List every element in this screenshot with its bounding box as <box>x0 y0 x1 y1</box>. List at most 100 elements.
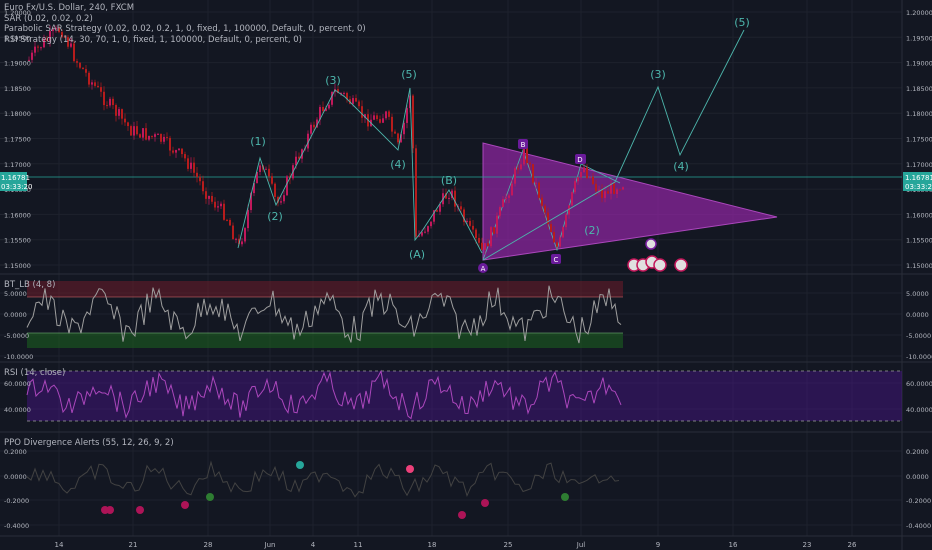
time-tick-label: 16 <box>729 541 738 549</box>
triangle-pattern[interactable] <box>482 142 778 261</box>
pane-tick-left: 0.0000 <box>4 311 27 319</box>
pane-tick-left: 5.0000 <box>4 290 27 298</box>
event-marker[interactable] <box>653 258 667 272</box>
main-legend[interactable]: Euro Fx/U.S. Dollar, 240, FXCM SAR (0.02… <box>4 3 366 45</box>
pane-tick-right: -0.2000 <box>906 497 931 505</box>
ppo-divergence-dot <box>458 511 466 519</box>
price-tick-left: 1.15500 <box>4 237 31 245</box>
wave-label: (1) <box>250 135 266 148</box>
wave-label: (5) <box>401 68 417 81</box>
ppo-legend[interactable]: PPO Divergence Alerts (55, 12, 26, 9, 2) <box>4 438 174 448</box>
pane-tick-right: -10.0000 <box>906 353 932 361</box>
bt-lb-line[interactable] <box>26 285 622 344</box>
pane-tick-right: 0.0000 <box>906 473 929 481</box>
time-tick-label: 11 <box>354 541 363 549</box>
sar-legend[interactable]: SAR (0.02, 0.02, 0.2) <box>4 13 93 24</box>
bt-lb-legend[interactable]: BT_LB (4, 8) <box>4 280 56 290</box>
pattern-label-b[interactable]: B <box>518 139 528 149</box>
wave-label: (2) <box>267 210 283 223</box>
price-axes[interactable]: 14 21 28 Jun 4 11 18 25 Jul 9 16 23 26 1.20000 1.20000… <box>0 9 932 549</box>
wave-label: (4) <box>673 160 689 173</box>
price-tick-right: 1.18000 <box>906 110 932 118</box>
price-tick-left: 1.17000 <box>4 161 31 169</box>
pane-tick-left: 0.2000 <box>4 448 27 456</box>
svg-text:B: B <box>521 141 526 149</box>
price-tick-right: 1.20000 <box>906 9 932 17</box>
price-tick-left: 1.16000 <box>4 211 31 219</box>
svg-text:1.16781: 1.16781 <box>905 174 932 182</box>
elliott-wave-history[interactable] <box>237 87 483 254</box>
price-tick-right: 1.15500 <box>906 237 932 245</box>
symbol-legend[interactable]: Euro Fx/U.S. Dollar, 240, FXCM <box>4 3 135 13</box>
rsi-legend[interactable]: RSI (14, close) <box>4 368 66 378</box>
price-tick-left: 1.18000 <box>4 110 31 118</box>
svg-text:A: A <box>481 265 486 273</box>
svg-text:C: C <box>554 256 559 264</box>
pane-tick-right: 0.0000 <box>906 311 929 319</box>
ppo-divergence-dot <box>181 501 189 509</box>
rsi-line[interactable] <box>26 369 622 420</box>
pattern-label-d[interactable]: D <box>575 154 586 164</box>
price-tick-left: 1.20000 <box>4 9 31 17</box>
bt-lower-band <box>27 333 623 348</box>
price-tick-right: 1.16000 <box>906 211 932 219</box>
wave-label: (A) <box>409 248 425 261</box>
time-tick-label: 25 <box>504 541 513 549</box>
time-tick-label: 26 <box>848 541 857 549</box>
svg-text:D: D <box>577 156 582 164</box>
pane-tick-right: 40.0000 <box>906 406 932 414</box>
time-tick-label: 4 <box>311 541 316 549</box>
event-markers[interactable] <box>627 238 688 272</box>
pane-tick-right: 0.2000 <box>906 448 929 456</box>
svg-text:1.16781: 1.16781 <box>1 174 30 182</box>
price-tick-right: 1.15000 <box>906 262 932 270</box>
time-tick-label: Jul <box>576 541 586 549</box>
time-tick-label: 28 <box>204 541 213 549</box>
pane-tick-right: 60.0000 <box>906 380 932 388</box>
time-tick-label: 23 <box>803 541 812 549</box>
svg-text:03:33:20: 03:33:20 <box>905 183 932 191</box>
psar-strategy-legend[interactable]: Parabolic SAR Strategy (0.02, 0.02, 0.2,… <box>4 24 366 34</box>
last-price-badge-left: 1.16781 03:33:20 <box>0 172 32 191</box>
wave-label: (4) <box>390 158 406 171</box>
abcd-pattern-line[interactable] <box>482 148 621 261</box>
price-tick-left: 1.19000 <box>4 60 31 68</box>
ppo-divergence-dot <box>296 461 304 469</box>
wave-label: (B) <box>441 174 457 187</box>
wave-label: (2) <box>584 224 600 237</box>
wave-label: (5) <box>734 16 750 29</box>
candlesticks <box>28 25 624 255</box>
event-marker[interactable] <box>645 238 657 250</box>
pane-tick-left: 0.0000 <box>4 473 27 481</box>
last-price-badge-right: 1.16781 03:33:20 <box>903 172 932 191</box>
time-tick-label: 18 <box>428 541 437 549</box>
wave-labels: (5) (3) (5) (1) (3) (2) (4) (B) (A) (4) (2) <box>250 16 750 261</box>
rsi-strategy-legend[interactable]: RSI Strategy (14, 30, 70, 1, 0, fixed, 1… <box>4 34 303 45</box>
pattern-label-a[interactable]: A <box>478 263 488 273</box>
ppo-divergence-dot <box>106 506 114 514</box>
pane-tick-right: -0.4000 <box>906 522 931 530</box>
price-tick-right: 1.17000 <box>906 161 932 169</box>
pane-tick-right: 5.0000 <box>906 290 929 298</box>
time-tick-label: Jun <box>264 541 276 549</box>
ppo-divergence-dots <box>101 461 569 519</box>
pane-tick-left: 40.0000 <box>4 406 31 414</box>
ppo-line[interactable] <box>26 460 620 498</box>
pane-tick-left: 60.0000 <box>4 380 31 388</box>
price-tick-right: 1.19500 <box>906 34 932 42</box>
ppo-divergence-dot <box>136 506 144 514</box>
time-tick-label: 21 <box>129 541 138 549</box>
pattern-label-c[interactable]: C <box>551 254 561 264</box>
time-tick-label: 14 <box>55 541 64 549</box>
elliott-wave-projection[interactable] <box>482 29 745 261</box>
svg-text:03:33:20: 03:33:20 <box>1 183 32 191</box>
ppo-divergence-dot <box>561 493 569 501</box>
grid-lines <box>0 0 902 536</box>
pane-tick-left: -0.4000 <box>4 522 29 530</box>
ppo-divergence-dot <box>406 465 414 473</box>
pane-tick-left: -10.0000 <box>4 353 33 361</box>
price-tick-right: 1.19000 <box>906 60 932 68</box>
price-tick-left: 1.17500 <box>4 136 31 144</box>
event-marker[interactable] <box>674 258 688 272</box>
